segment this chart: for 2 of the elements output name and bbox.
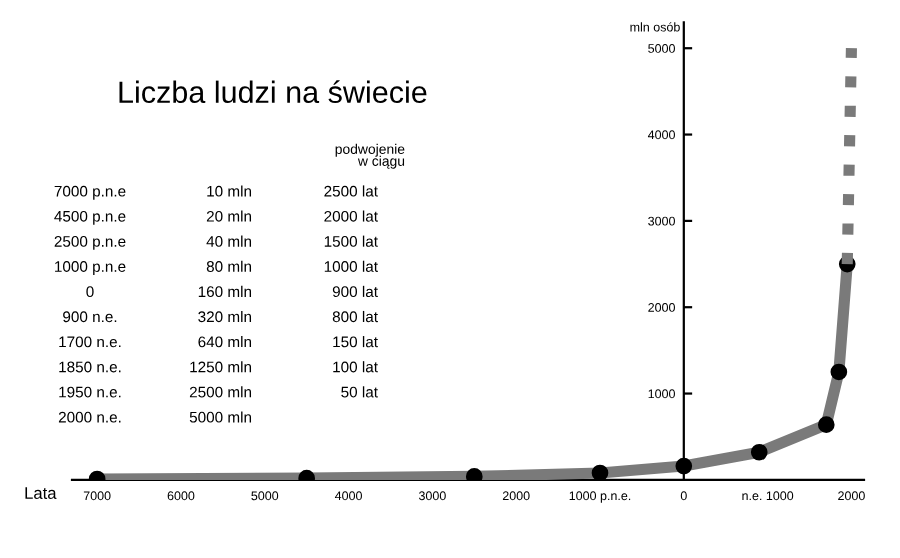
text: Liczba ludzi na świecie — [119, 80, 427, 104]
x-axis-title: Lata — [25, 487, 57, 499]
